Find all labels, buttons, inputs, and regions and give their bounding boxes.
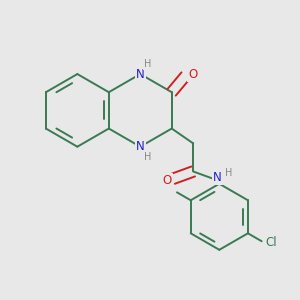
Text: H: H [144,59,151,69]
Text: O: O [163,174,172,187]
Text: N: N [213,171,222,184]
Text: N: N [136,140,145,153]
Text: H: H [144,152,151,162]
Text: Cl: Cl [266,236,278,249]
Text: N: N [136,68,145,80]
Text: O: O [188,68,197,81]
Text: H: H [224,168,232,178]
